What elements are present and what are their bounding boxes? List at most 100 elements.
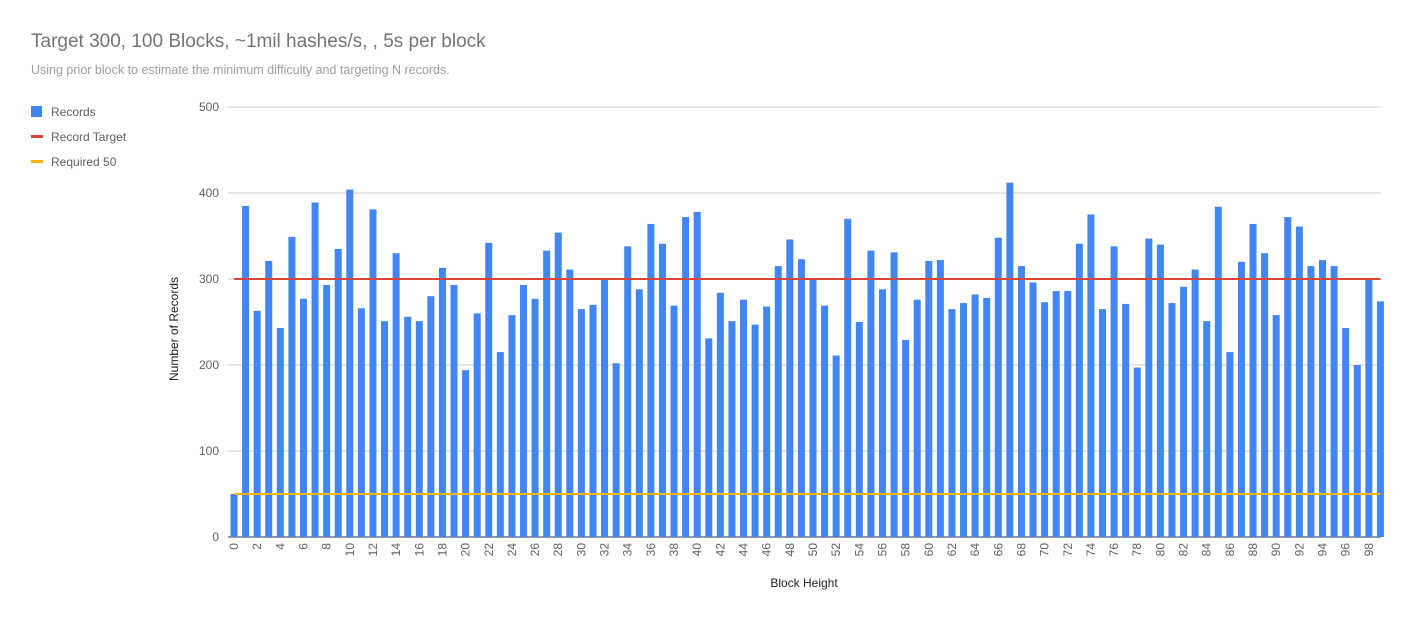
- bar[interactable]: [323, 285, 331, 537]
- bar[interactable]: [496, 352, 504, 537]
- bar[interactable]: [1180, 286, 1188, 537]
- bar[interactable]: [554, 232, 562, 537]
- bar[interactable]: [809, 279, 817, 537]
- bar[interactable]: [1376, 301, 1384, 537]
- bar[interactable]: [1319, 260, 1327, 537]
- bar[interactable]: [658, 243, 666, 538]
- bar[interactable]: [740, 299, 748, 537]
- bar[interactable]: [288, 236, 296, 538]
- bar[interactable]: [925, 260, 933, 537]
- bar[interactable]: [1261, 253, 1269, 537]
- bar[interactable]: [1052, 291, 1060, 537]
- bar[interactable]: [1272, 315, 1280, 537]
- bar[interactable]: [357, 308, 365, 537]
- bar[interactable]: [890, 252, 898, 537]
- bar[interactable]: [473, 313, 481, 537]
- bar[interactable]: [902, 340, 910, 537]
- bar[interactable]: [1295, 226, 1303, 538]
- bar[interactable]: [797, 259, 805, 537]
- bar[interactable]: [299, 298, 307, 537]
- bar[interactable]: [1237, 261, 1245, 537]
- bar[interactable]: [230, 494, 238, 537]
- bar[interactable]: [960, 303, 968, 537]
- bar[interactable]: [1203, 321, 1211, 537]
- bar[interactable]: [763, 306, 771, 537]
- bar[interactable]: [438, 267, 446, 537]
- bar[interactable]: [705, 338, 713, 537]
- bar[interactable]: [589, 304, 597, 537]
- bar[interactable]: [462, 370, 470, 537]
- bar[interactable]: [786, 239, 794, 537]
- bar[interactable]: [1365, 279, 1373, 537]
- bar[interactable]: [1122, 303, 1130, 537]
- legend-item-required-50[interactable]: Required 50: [31, 149, 126, 174]
- bar[interactable]: [1133, 367, 1141, 537]
- bar[interactable]: [1226, 352, 1234, 537]
- bar[interactable]: [543, 250, 551, 537]
- bar[interactable]: [913, 299, 921, 537]
- bar[interactable]: [346, 189, 354, 537]
- bar[interactable]: [1214, 206, 1222, 537]
- bar[interactable]: [1353, 365, 1361, 537]
- bar[interactable]: [855, 322, 863, 537]
- bar[interactable]: [774, 266, 782, 537]
- bar[interactable]: [1110, 246, 1118, 537]
- bar[interactable]: [1064, 291, 1072, 537]
- bar[interactable]: [577, 309, 585, 537]
- bar[interactable]: [520, 285, 527, 537]
- bar[interactable]: [253, 310, 261, 537]
- bar[interactable]: [994, 237, 1002, 537]
- bar[interactable]: [624, 246, 632, 537]
- bar[interactable]: [1006, 182, 1014, 537]
- bar[interactable]: [1249, 223, 1257, 537]
- bar[interactable]: [844, 218, 852, 538]
- bar[interactable]: [682, 217, 690, 537]
- bar[interactable]: [508, 315, 516, 537]
- bar[interactable]: [1342, 328, 1350, 537]
- bar[interactable]: [427, 296, 435, 537]
- bar[interactable]: [1029, 282, 1037, 537]
- legend-item-records[interactable]: Records: [31, 99, 126, 124]
- bar[interactable]: [1307, 266, 1315, 537]
- bar[interactable]: [531, 298, 539, 537]
- bar[interactable]: [948, 309, 956, 537]
- bar[interactable]: [670, 305, 678, 537]
- bar[interactable]: [242, 205, 250, 537]
- bar[interactable]: [867, 250, 875, 537]
- bar[interactable]: [369, 209, 377, 537]
- bar[interactable]: [983, 297, 991, 537]
- bar[interactable]: [936, 260, 944, 537]
- bar[interactable]: [1041, 302, 1049, 537]
- bar[interactable]: [635, 289, 643, 537]
- bar[interactable]: [1156, 244, 1164, 537]
- legend-item-record-target[interactable]: Record Target: [31, 124, 126, 149]
- bar[interactable]: [485, 242, 493, 537]
- bar[interactable]: [1168, 303, 1176, 537]
- bar[interactable]: [381, 321, 389, 537]
- bar[interactable]: [716, 292, 724, 537]
- bar[interactable]: [878, 289, 886, 537]
- bar[interactable]: [1099, 309, 1106, 537]
- bar[interactable]: [1087, 214, 1095, 538]
- bar[interactable]: [404, 316, 412, 537]
- bar[interactable]: [566, 269, 574, 537]
- bar[interactable]: [415, 321, 423, 537]
- bar[interactable]: [1145, 238, 1153, 537]
- bar[interactable]: [728, 321, 736, 537]
- bar[interactable]: [647, 223, 655, 537]
- bar[interactable]: [693, 211, 701, 538]
- bar[interactable]: [311, 202, 319, 537]
- bar[interactable]: [601, 278, 609, 537]
- bar[interactable]: [1075, 243, 1083, 538]
- bar[interactable]: [392, 253, 400, 537]
- bar[interactable]: [832, 355, 840, 537]
- bar[interactable]: [1330, 266, 1338, 537]
- bar[interactable]: [276, 328, 284, 537]
- bar[interactable]: [1191, 269, 1199, 537]
- bar[interactable]: [1284, 217, 1292, 537]
- bar[interactable]: [265, 260, 273, 537]
- bar[interactable]: [1017, 266, 1025, 537]
- bar[interactable]: [821, 305, 829, 537]
- bar[interactable]: [751, 324, 759, 537]
- bar[interactable]: [612, 363, 620, 537]
